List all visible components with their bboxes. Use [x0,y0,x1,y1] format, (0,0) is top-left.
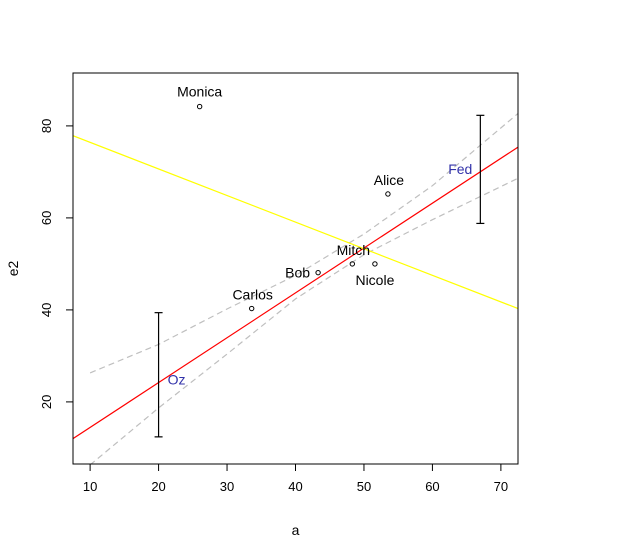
y-tick-label: 20 [39,395,54,409]
prediction-label: Oz [168,371,186,387]
data-points: Monica Alice Mitch Nicole Bob Carlos [177,84,405,312]
y-tick-label: 80 [39,119,54,133]
fit-lines [73,135,518,440]
data-point [385,191,391,197]
x-tick-label: 50 [357,479,371,494]
data-point [372,261,378,267]
fit-line [73,146,518,440]
y-axis-label: e2 [5,261,21,277]
point-label: Mitch [337,242,370,258]
x-tick-label: 60 [425,479,439,494]
y-tick-label: 60 [39,211,54,225]
x-tick-label: 40 [288,479,302,494]
band-upper [89,113,518,374]
point-label: Bob [285,265,310,281]
data-point [196,103,203,110]
y-tick-label: 40 [39,303,54,317]
band-lower [90,177,518,464]
data-point [248,305,255,312]
point-label: Alice [374,172,405,188]
x-tick-label: 70 [494,479,508,494]
axes: 10 20 30 40 50 60 70 20 40 60 80 [39,119,508,494]
x-axis-label: a [292,522,300,538]
point-label: Monica [177,84,222,100]
data-point [315,269,321,276]
prediction-intervals: Oz Fed [154,114,485,438]
reverse-line [73,135,518,310]
x-tick-label: 10 [83,479,97,494]
data-point [349,261,356,267]
x-tick-label: 30 [220,479,234,494]
point-label: Nicole [355,272,394,288]
x-tick-label: 20 [151,479,165,494]
plot-frame [72,72,519,465]
prediction-label: Fed [448,161,472,177]
point-label: Carlos [232,287,272,303]
